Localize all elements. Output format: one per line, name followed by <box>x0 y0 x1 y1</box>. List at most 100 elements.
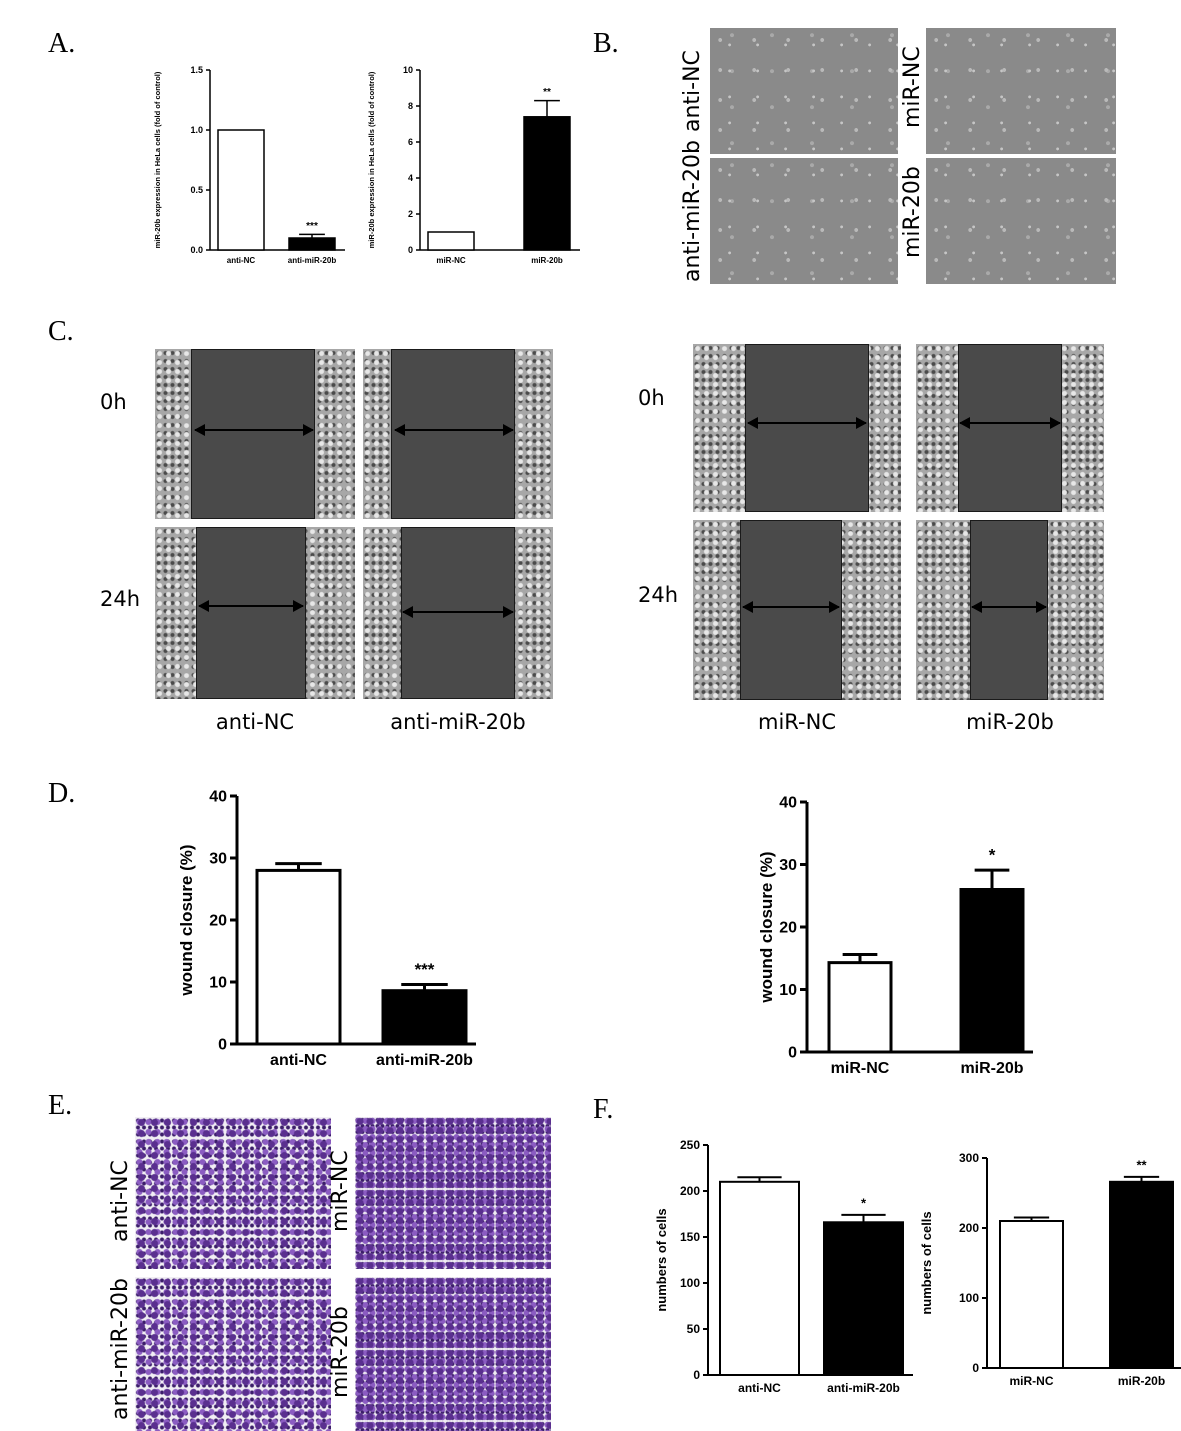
panel-e-label-anti-mir20b: anti-miR-20b <box>108 1278 133 1420</box>
x-category-label: anti-miR-20b <box>288 256 337 265</box>
y-tick-label: 0.5 <box>190 185 203 195</box>
y-tick-label: 40 <box>779 795 797 812</box>
y-tick-label: 0 <box>788 1045 797 1062</box>
panel-c-col-mir20b: miR-20b <box>966 710 1054 734</box>
significance-marker: ** <box>1136 1158 1147 1173</box>
panel-c-col-mir-nc: miR-NC <box>758 710 836 734</box>
x-category-label: anti-NC <box>227 256 256 265</box>
bar-anti-mir-20b <box>823 1221 904 1376</box>
bar-mir-20b <box>959 888 1025 1054</box>
y-tick-label: 200 <box>959 1221 979 1235</box>
chart-f2: 0 100 200 300 numbers of cells miR-NC ** miR-20… <box>919 1151 1181 1388</box>
y-tick-label: 20 <box>779 920 797 937</box>
bar-mir-nc <box>999 1220 1064 1369</box>
panel-e-label-anti-nc: anti-NC <box>108 1160 133 1242</box>
y-tick-label: 1.0 <box>190 125 203 135</box>
panel-c-row-24h-left: 24h <box>100 587 141 611</box>
bar-anti-nc <box>217 129 265 251</box>
y-tick-label: 6 <box>408 137 413 147</box>
chart-a2: 0 2 4 6 8 10 miR-20b expression in HeLa cells … <box>367 65 580 265</box>
panel-b-label-anti-nc: anti-NC <box>680 50 705 132</box>
wound-image-mir20b-0h <box>916 344 1104 512</box>
wound-image-anti-nc-0h <box>155 349 355 519</box>
y-tick-label: 0.0 <box>190 245 203 255</box>
x-category-label: anti-NC <box>270 1052 327 1069</box>
micrograph-b-anti-mir20b <box>710 158 898 284</box>
panel-c-row-0h-left: 0h <box>100 390 127 414</box>
wound-image-mir20b-24h <box>916 520 1104 700</box>
y-tick-label: 0 <box>408 245 413 255</box>
y-tick-label: 30 <box>779 857 797 874</box>
y-tick-label: 100 <box>680 1276 700 1290</box>
y-tick-label: 2 <box>408 209 413 219</box>
panel-c-row-24h-right: 24h <box>638 583 679 607</box>
wound-image-anti-mir20b-0h <box>363 349 553 519</box>
x-category-label: miR-20b <box>960 1060 1023 1077</box>
y-tick-label: 40 <box>209 789 227 806</box>
bar-anti-mir-20b <box>288 237 336 251</box>
bar-anti-nc <box>255 868 342 1046</box>
wound-image-mir-nc-0h <box>693 344 901 512</box>
panel-b-label-mir-nc: miR-NC <box>900 46 925 128</box>
y-axis-label: wound closure (%) <box>757 851 776 1003</box>
y-tick-label: 250 <box>680 1138 700 1152</box>
significance-marker: * <box>989 846 996 865</box>
x-category-label: miR-NC <box>831 1060 890 1077</box>
micrograph-b-mir-nc <box>926 28 1116 154</box>
y-axis-label: miR-20b expression in HeLa cells (fold o… <box>367 71 376 248</box>
panel-label-d: D. <box>48 778 76 809</box>
panel-e-label-mir20b: miR-20b <box>328 1306 353 1398</box>
y-tick-label: 10 <box>779 982 797 999</box>
panel-label-f: F. <box>593 1094 614 1125</box>
panel-c-col-anti-mir20b: anti-miR-20b <box>390 710 526 734</box>
bar-anti-mir-20b <box>381 989 468 1046</box>
chart-a1: 0.0 0.5 1.0 1.5 miR-20b expression in HeLa c… <box>153 65 345 265</box>
significance-marker: * <box>861 1196 867 1211</box>
x-category-label: anti-miR-20b <box>827 1381 900 1395</box>
y-tick-label: 30 <box>209 851 227 868</box>
bar-mir-20b <box>1109 1180 1174 1369</box>
x-category-label: miR-20b <box>1118 1374 1165 1388</box>
panel-c-row-0h-right: 0h <box>638 386 665 410</box>
y-tick-label: 4 <box>408 173 413 183</box>
y-tick-label: 200 <box>680 1184 700 1198</box>
y-axis-label: numbers of cells <box>919 1211 934 1314</box>
wound-image-anti-mir20b-24h <box>363 527 553 699</box>
bar-anti-nc <box>719 1180 800 1376</box>
y-tick-label: 10 <box>403 65 413 75</box>
wound-image-mir-nc-24h <box>693 520 901 700</box>
micrograph-b-anti-nc <box>710 28 898 154</box>
panel-e-label-mir-nc: miR-NC <box>328 1150 353 1232</box>
bar-mir-nc <box>827 961 893 1054</box>
y-axis-label: miR-20b expression in HeLa cells (fold o… <box>153 71 162 248</box>
panel-label-e: E. <box>48 1090 73 1121</box>
chart-d1: 0 10 20 30 40 wound closure (%) anti-NC *** anti… <box>177 789 476 1069</box>
x-category-label: miR-20b <box>531 256 563 265</box>
transwell-image-anti-nc <box>135 1117 331 1269</box>
panel-label-b: B. <box>593 28 619 59</box>
transwell-image-mir-nc <box>355 1117 551 1269</box>
micrograph-b-mir20b <box>926 158 1116 284</box>
y-tick-label: 100 <box>959 1291 979 1305</box>
bar-mir-nc <box>427 231 475 251</box>
y-tick-label: 1.5 <box>190 65 203 75</box>
y-tick-label: 50 <box>687 1322 701 1336</box>
y-tick-label: 0 <box>218 1037 227 1054</box>
y-tick-label: 20 <box>209 913 227 930</box>
transwell-image-anti-mir20b <box>135 1277 331 1431</box>
y-tick-label: 0 <box>693 1368 700 1382</box>
y-axis-label: numbers of cells <box>654 1208 669 1311</box>
panel-label-a: A. <box>48 28 76 59</box>
y-tick-label: 150 <box>680 1230 700 1244</box>
wound-image-anti-nc-24h <box>155 527 355 699</box>
significance-marker: *** <box>415 960 435 979</box>
chart-d2: 0 10 20 30 40 wound closure (%) miR-NC * miR-20b <box>757 795 1033 1077</box>
y-axis-label: wound closure (%) <box>177 844 196 996</box>
y-tick-label: 8 <box>408 101 413 111</box>
x-category-label: anti-miR-20b <box>376 1052 473 1069</box>
significance-marker: *** <box>306 221 318 232</box>
significance-marker: ** <box>543 87 551 98</box>
panel-b-label-mir20b: miR-20b <box>900 166 925 258</box>
panel-b-label-anti-mir20b: anti-miR-20b <box>680 140 705 282</box>
x-category-label: miR-NC <box>436 256 466 265</box>
